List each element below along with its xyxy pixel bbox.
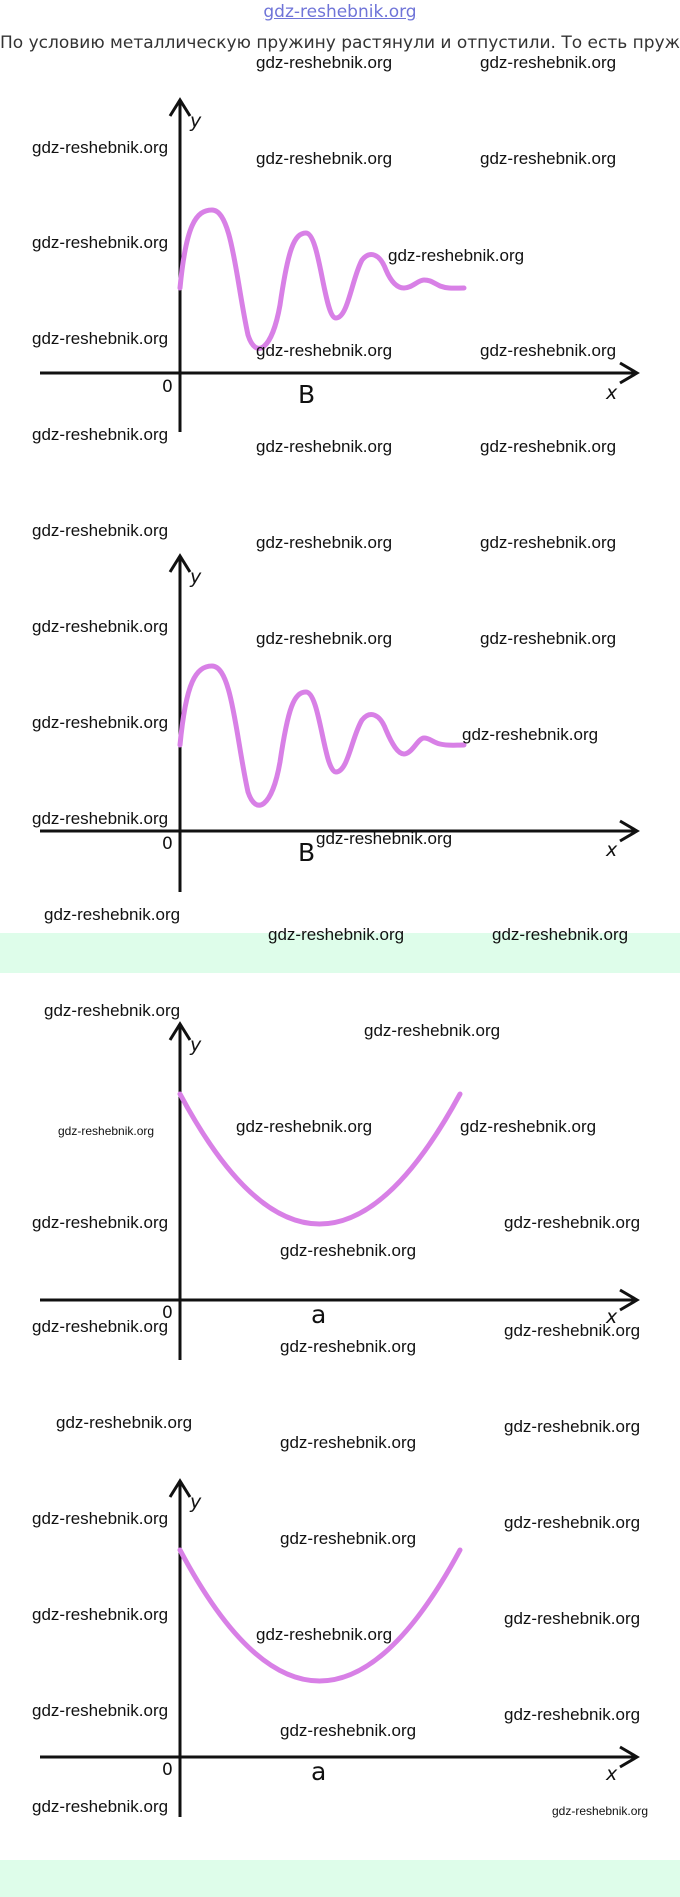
x-axis-arrow xyxy=(619,819,640,843)
y-axis-label: y xyxy=(190,566,202,588)
x-axis-label: x xyxy=(606,1763,618,1785)
x-axis-arrow xyxy=(619,1288,640,1312)
watermark: gdz-reshebnik.org xyxy=(504,1321,641,1340)
watermark: gdz-reshebnik.org xyxy=(504,1213,641,1232)
graph-letter: B xyxy=(298,380,316,409)
graph-3-svg xyxy=(40,1021,640,1360)
watermark: gdz-reshebnik.org xyxy=(504,1417,641,1436)
watermark: gdz-reshebnik.org xyxy=(492,925,629,944)
watermark: gdz-reshebnik.org xyxy=(32,233,169,252)
watermark: gdz-reshebnik.org xyxy=(256,53,393,72)
graph-2-curve xyxy=(177,663,467,808)
origin-label: 0 xyxy=(162,834,173,854)
y-axis-arrow xyxy=(168,1478,192,1498)
watermark: gdz-reshebnik.org xyxy=(256,1625,393,1644)
watermark: gdz-reshebnik.org xyxy=(280,1433,417,1452)
graph-1: y x 0 B xyxy=(0,0,680,460)
watermark: gdz-reshebnik.org xyxy=(480,437,617,456)
watermark: gdz-reshebnik.org xyxy=(462,725,599,744)
watermark: gdz-reshebnik.org xyxy=(32,617,169,636)
graph-4-axes xyxy=(40,1478,640,1817)
watermark: gdz-reshebnik.org xyxy=(56,1413,193,1432)
section-band xyxy=(0,933,680,973)
watermark: gdz-reshebnik.org xyxy=(58,1124,155,1138)
y-axis-arrow xyxy=(168,1021,192,1041)
graph-3-curve xyxy=(177,1091,463,1227)
watermark: gdz-reshebnik.org xyxy=(316,829,453,848)
watermark: gdz-reshebnik.org xyxy=(504,1705,641,1724)
watermark: gdz-reshebnik.org xyxy=(236,1117,373,1136)
origin-label: 0 xyxy=(162,1760,173,1780)
x-axis-label: x xyxy=(606,839,618,861)
x-axis-label: x xyxy=(606,382,618,404)
y-axis-arrow xyxy=(168,97,192,117)
graph-2-svg xyxy=(40,553,640,892)
graph-2: y x 0 B xyxy=(0,0,680,920)
graph-4-svg xyxy=(40,1478,640,1817)
watermark: gdz-reshebnik.org xyxy=(256,533,393,552)
watermark: gdz-reshebnik.org xyxy=(32,329,169,348)
graph-1-svg xyxy=(40,97,640,432)
graph-1-curve xyxy=(177,207,467,351)
watermark: gdz-reshebnik.org xyxy=(32,521,169,540)
watermark: gdz-reshebnik.org xyxy=(256,437,393,456)
watermark: gdz-reshebnik.org xyxy=(32,1797,169,1816)
origin-label: 0 xyxy=(162,1303,173,1323)
graph-4-curve xyxy=(177,1547,463,1684)
watermark: gdz-reshebnik.org xyxy=(32,713,169,732)
watermark: gdz-reshebnik.org xyxy=(256,629,393,648)
x-axis-arrow xyxy=(619,361,640,385)
watermark: gdz-reshebnik.org xyxy=(32,809,169,828)
watermark: gdz-reshebnik.org xyxy=(280,1337,417,1356)
watermark: gdz-reshebnik.org xyxy=(480,341,617,360)
watermark: gdz-reshebnik.org xyxy=(32,1605,169,1624)
graph-letter: B xyxy=(298,838,316,867)
watermark: gdz-reshebnik.org xyxy=(480,149,617,168)
watermark: gdz-reshebnik.org xyxy=(388,246,525,265)
watermark: gdz-reshebnik.org xyxy=(32,1317,169,1336)
site-link[interactable]: gdz-reshebnik.org xyxy=(263,2,417,22)
watermark: gdz-reshebnik.org xyxy=(256,149,393,168)
watermark: gdz-reshebnik.org xyxy=(268,925,405,944)
origin-label: 0 xyxy=(162,377,173,397)
x-axis-arrow xyxy=(619,1745,640,1769)
watermark: gdz-reshebnik.org xyxy=(364,1021,501,1040)
watermark: gdz-reshebnik.org xyxy=(280,1241,417,1260)
watermark: gdz-reshebnik.org xyxy=(504,1513,641,1532)
watermark: gdz-reshebnik.org xyxy=(504,1609,641,1628)
watermark: gdz-reshebnik.org xyxy=(280,1529,417,1548)
watermark: gdz-reshebnik.org xyxy=(280,1721,417,1740)
y-axis-label: y xyxy=(190,1034,202,1056)
watermark: gdz-reshebnik.org xyxy=(480,53,617,72)
y-axis-label: y xyxy=(190,1491,202,1513)
watermark: gdz-reshebnik.org xyxy=(480,629,617,648)
watermark: gdz-reshebnik.org xyxy=(32,425,169,444)
watermark: gdz-reshebnik.org xyxy=(256,341,393,360)
watermark: gdz-reshebnik.org xyxy=(552,1804,649,1818)
graph-1-axes xyxy=(40,97,640,432)
watermark: gdz-reshebnik.org xyxy=(460,1117,597,1136)
x-axis-label: x xyxy=(606,1306,618,1328)
y-axis-label: y xyxy=(190,110,202,132)
y-axis-arrow xyxy=(168,553,192,573)
graph-3-axes xyxy=(40,1021,640,1360)
watermark: gdz-reshebnik.org xyxy=(44,1001,181,1020)
watermark: gdz-reshebnik.org xyxy=(480,533,617,552)
intro-text: По условию металлическую пружину растяну… xyxy=(0,33,680,53)
graph-4: y x 0 a xyxy=(40,1478,640,1817)
watermark: gdz-reshebnik.org xyxy=(32,1509,169,1528)
watermark: gdz-reshebnik.org xyxy=(32,1701,169,1720)
watermark: gdz-reshebnik.org xyxy=(32,138,169,157)
graph-letter: a xyxy=(311,1757,327,1786)
section-band xyxy=(0,1860,680,1897)
watermark: gdz-reshebnik.org xyxy=(44,905,181,924)
graph-letter: a xyxy=(311,1300,327,1329)
graph-3: y x 0 a xyxy=(40,1021,640,1360)
watermark: gdz-reshebnik.org xyxy=(32,1213,169,1232)
